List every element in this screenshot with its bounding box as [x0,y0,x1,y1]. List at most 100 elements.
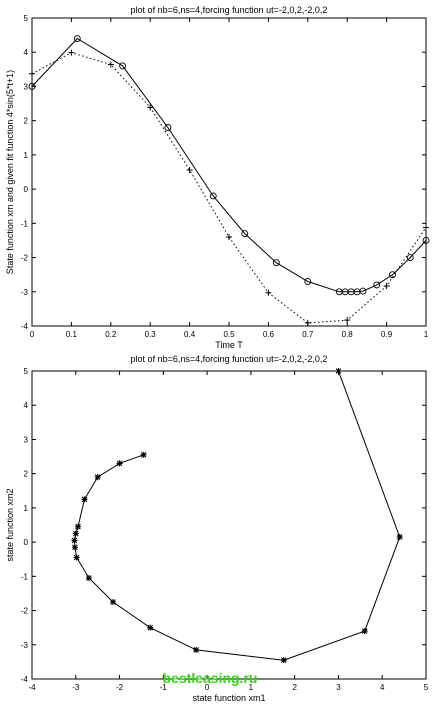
chart-2-x-ticks: -4 -3 -2 -1 0 1 2 3 4 5 [28,371,429,692]
chart-1-x-tick-label: 0.1 [66,330,78,339]
chart-1-y-tick-label: -2 [21,254,29,263]
chart-2-x-tick-label: -3 [72,683,80,692]
chart-1-plot-frame [31,17,427,327]
chart-1-plus-marker [147,104,154,111]
chart-1-x-tick-label: 0.3 [145,330,157,339]
chart-2-y-tick-label: 5 [24,367,29,376]
chart-1-circle-marker [304,278,312,285]
chart-1-plus-marker [68,49,75,56]
chart-2-x-tick-label: 5 [424,683,429,692]
chart-2-y-axis-label: state function xm2 [5,488,15,561]
chart-1-y-ticks: -4 -3 -2 -1 0 1 2 3 4 5 [21,14,426,331]
chart-2-star-marker [116,460,123,467]
watermark-text: bestleasing.ru [163,670,258,686]
chart-2-y-tick-label: -2 [21,607,29,616]
chart-1-circle-marker [164,124,172,131]
chart-2-y-tick-label: -3 [21,641,29,650]
chart-2-star-marker [81,496,88,503]
chart-1-y-tick-label: 5 [24,14,29,23]
chart-2-x-tick-label: -1 [160,683,168,692]
chart-2-plot-frame [31,370,427,680]
chart-2-x-tick-label: 2 [292,683,297,692]
chart-2-star-marker [71,537,78,544]
chart-1-y-axis-label: State function xm and given fit function… [5,70,15,274]
chart-2-star-marker [71,544,78,551]
chart-1-x-tick-label: 0.4 [184,330,196,339]
chart-2-y-tick-label: 3 [24,435,29,444]
chart-2-y-tick-label: -1 [21,572,29,581]
chart-1-x-tick-label: 0.6 [263,330,275,339]
chart-1-x-tick-label: 0.8 [342,330,354,339]
chart-2-x-tick-label: 0 [205,683,210,692]
chart-2-star-marker [109,599,116,605]
chart-1-circle-marker [389,271,396,279]
chart-2-series [71,368,403,664]
chart-1-y-tick-label: -3 [21,288,29,297]
chart-1-circle-marker [209,192,217,200]
chart-1-y-tick-label: 3 [24,82,29,91]
chart-1-plus-marker [383,282,390,289]
chart-2-y-tick-label: 4 [24,401,29,410]
chart-1-x-ticks: 0 0.1 0.2 0.3 0.4 0.5 0.6 0.7 0.8 0.9 1 [30,18,429,339]
chart-1-plus-marker [107,61,114,68]
chart-2-star-marker [335,368,342,374]
chart-1-circle-marker [406,254,414,262]
chart-2-x-tick-label: 3 [336,683,341,692]
chart-1-title: plot of nb=6,ns=4,forcing function ut=-2… [131,5,328,15]
chart-1-y-tick-label: 0 [24,185,29,194]
chart-2-x-tick-label: -4 [28,683,36,692]
chart-1-x-tick-label: 0.2 [105,330,117,339]
chart-1-series-1-line [31,37,427,293]
chart-1-circle-marker [422,236,430,244]
chart-2-series-1-line [73,370,401,661]
chart-2-x-tick-label: 4 [380,683,385,692]
chart-2-star-marker [85,575,92,582]
chart-2-y-tick-label: 2 [24,470,29,479]
chart-1-x-tick-label: 0.9 [381,330,393,339]
chart-2-star-marker [73,554,80,561]
chart-1-plus-marker [29,70,35,77]
chart-2-title: plot of nb=6,ns=4,forcing function ut=-2… [131,354,328,364]
chart-1-plus-marker [226,234,232,241]
time-series-chart: plot of nb=6,ns=4,forcing function ut=-2… [5,5,430,350]
chart-2-star-marker [396,533,403,540]
chart-1-circle-marker [359,287,367,295]
chart-2-y-tick-label: -4 [21,675,29,684]
chart-1-x-axis-label: Time T [215,340,243,350]
chart-1-y-tick-label: -4 [21,322,29,331]
chart-1-x-tick-label: 0.7 [302,330,314,339]
chart-1-circle-marker [241,230,249,238]
chart-1-plus-marker [344,317,351,324]
chart-1-y-tick-label: 2 [24,117,29,126]
chart-2-x-tick-label: 1 [249,683,254,692]
chart-2-star-marker [72,530,79,537]
chart-1-series-2-line [31,52,427,324]
chart-2-star-marker [140,451,147,458]
chart-2-y-ticks: -4 -3 -2 -1 0 1 2 3 4 5 [21,367,426,684]
chart-2-y-tick-label: 0 [24,538,29,547]
chart-1-plus-marker [265,289,272,296]
chart-2-star-marker [193,646,200,653]
chart-1-plus-marker [186,166,193,173]
chart-1-circle-marker [373,281,381,289]
chart-1-plus-marker [423,224,429,231]
chart-1-x-tick-label: 0.5 [223,330,235,339]
chart-1-circle-marker [272,259,280,267]
chart-1-x-tick-label: 0 [30,330,35,339]
chart-2-x-tick-label: -2 [116,683,124,692]
chart-2-star-marker [94,474,101,481]
chart-1-y-tick-label: -1 [21,219,29,228]
chart-1-y-tick-label: 4 [24,48,29,57]
chart-1-plus-marker [304,319,311,326]
chart-1-circle-marker [28,82,36,90]
chart-1-series [28,35,430,326]
phase-plane-chart: plot of nb=6,ns=4,forcing function ut=-2… [5,354,429,703]
chart-2-y-tick-label: 1 [24,504,29,513]
chart-2-star-marker [361,628,368,635]
chart-2-x-axis-label: state function xm1 [192,693,265,703]
chart-1-circle-marker [119,62,127,70]
chart-2-star-marker [74,523,81,530]
chart-2-star-marker [147,624,154,631]
chart-1-circle-marker [73,35,81,42]
